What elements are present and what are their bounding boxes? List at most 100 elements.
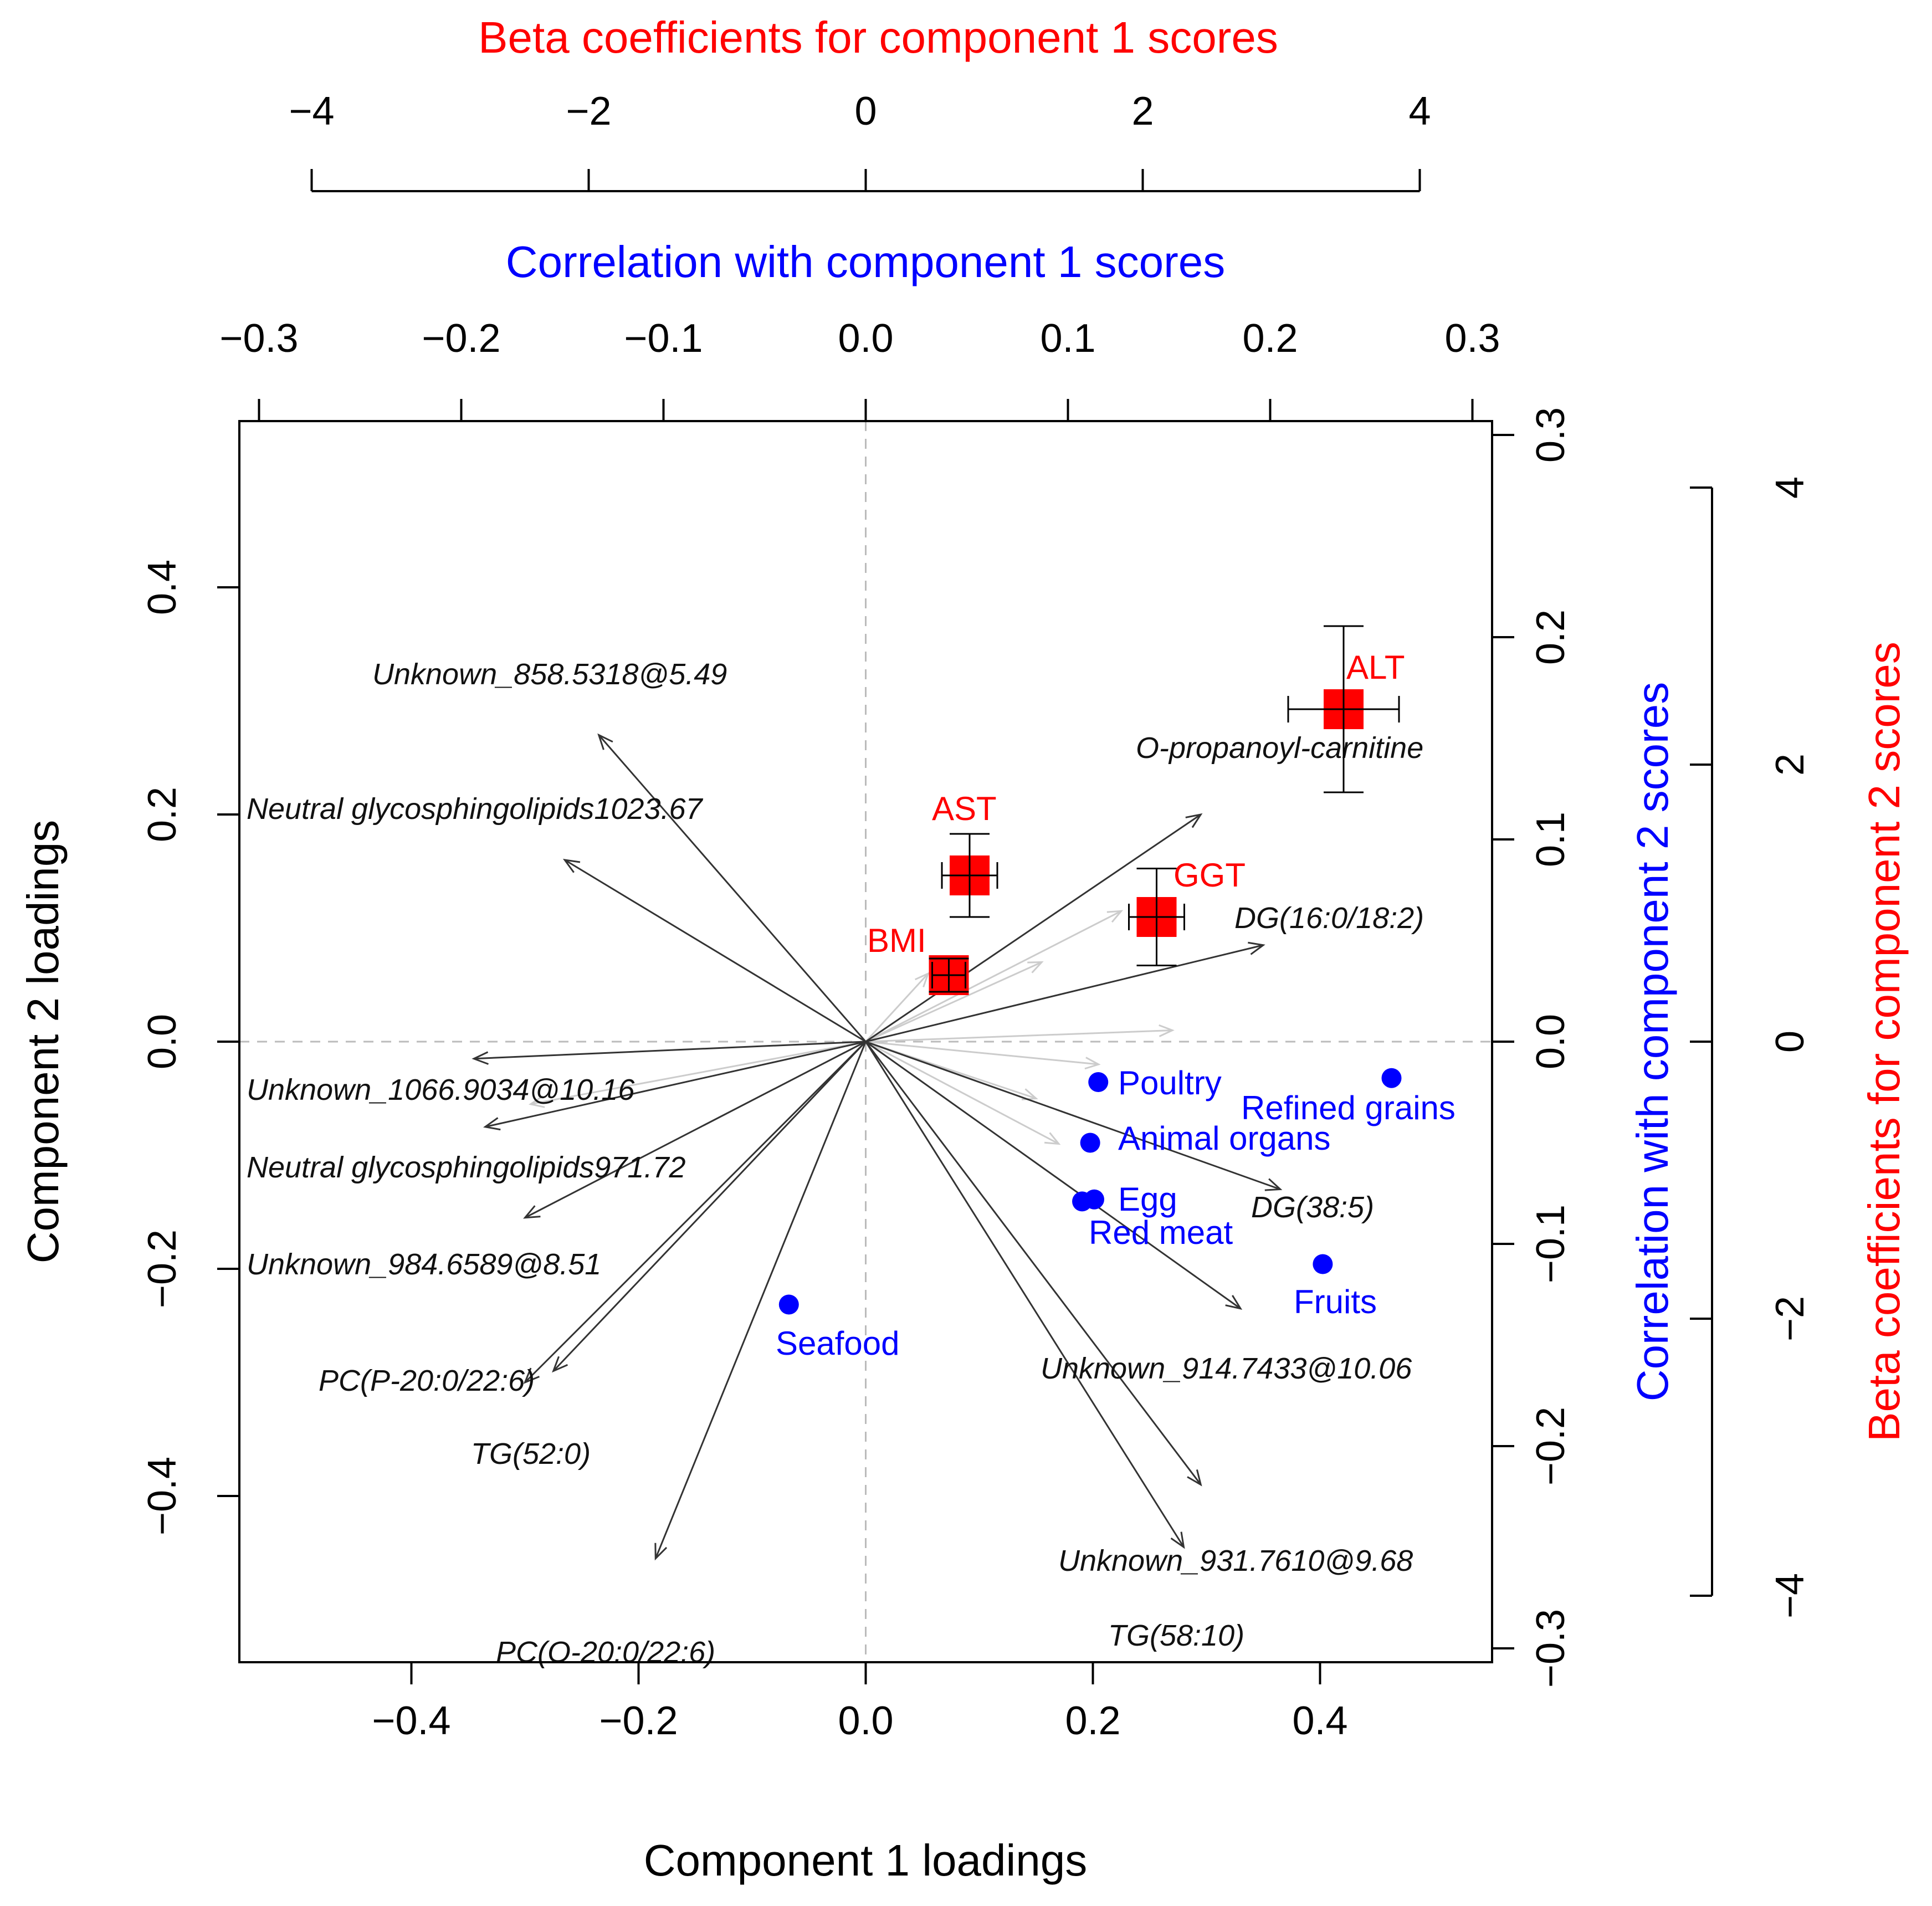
food-point-1 xyxy=(1381,1068,1402,1088)
axis-title-top-outer: Beta coefficients for component 1 scores xyxy=(478,13,1278,62)
loading-vector-4 xyxy=(524,1041,867,1219)
loading-vector-label-3: Neutral glycosphingolipids971.72 xyxy=(247,1151,686,1184)
loading-vector-label-2: Unknown_1066.9034@10.16 xyxy=(247,1073,635,1106)
faint-vector-head-0 xyxy=(1106,910,1124,923)
loading-vector-label-0: Unknown_858.5318@5.49 xyxy=(372,658,727,691)
food-point-0 xyxy=(1088,1072,1109,1092)
loading-vector-label-1: Neutral glycosphingolipids1023.67 xyxy=(247,792,704,826)
food-point-5 xyxy=(1313,1254,1333,1274)
faint-vectors xyxy=(528,910,1175,1145)
outcome-markers: ALT AST GGT BMI xyxy=(867,625,1405,995)
loading-vector-1 xyxy=(564,859,867,1043)
faint-vector-0 xyxy=(865,910,1122,1043)
loading-vector-7 xyxy=(654,1041,867,1559)
axis-bottom-tick-label-2: 0.0 xyxy=(838,1699,893,1743)
loading-vector-12 xyxy=(865,1041,1202,1485)
faint-vector-head-5 xyxy=(1044,1132,1061,1145)
axis-left-tick-label-1: −0.2 xyxy=(140,1229,185,1308)
axis-right-inner-tick-label-5: 0.2 xyxy=(1529,609,1573,665)
loading-vector-head-7 xyxy=(654,1543,668,1561)
axis-title-left: Component 2 loadings xyxy=(18,820,68,1264)
axis-bottom: −0.4 −0.2 0.0 0.2 0.4 xyxy=(372,1661,1348,1743)
loading-vector-head-10 xyxy=(1264,1178,1283,1191)
axis-title-bottom: Component 1 loadings xyxy=(644,1836,1088,1885)
faint-vector-head-2 xyxy=(1159,1024,1175,1037)
axis-right-outer-tick-label-2: 0 xyxy=(1768,1031,1812,1053)
axis-right-inner-tick-label-0: −0.3 xyxy=(1529,1609,1573,1688)
loading-vector-head-2 xyxy=(472,1051,489,1065)
axis-top-inner: −0.3 −0.2 −0.1 0.0 0.1 0.2 0.3 xyxy=(219,316,1500,422)
outcome-label-3: BMI xyxy=(867,922,926,959)
axis-right-inner-tick-label-1: −0.2 xyxy=(1529,1407,1573,1485)
loading-vector-head-11 xyxy=(1225,1295,1243,1310)
loading-vector-9 xyxy=(865,944,1264,1043)
loading-vector-11 xyxy=(865,1041,1241,1309)
food-label-6: Seafood xyxy=(776,1325,900,1362)
loading-vector-head-1 xyxy=(562,859,581,873)
axis-left-tick-label-3: 0.2 xyxy=(140,787,185,842)
outcome-label-2: GGT xyxy=(1173,857,1246,894)
axis-right-inner-tick-label-3: 0.0 xyxy=(1529,1014,1573,1069)
faint-vector-head-6 xyxy=(914,972,930,987)
axis-bottom-tick-label-0: −0.4 xyxy=(372,1699,450,1743)
axis-bottom-tick-label-3: 0.2 xyxy=(1065,1699,1120,1743)
loading-vector-label-12: Unknown_931.7610@9.68 xyxy=(1058,1544,1413,1577)
loading-vector-label-5: PC(P-20:0/22:6) xyxy=(319,1364,535,1397)
loading-vector-head-13 xyxy=(1170,1531,1185,1549)
loading-vector-labels: Unknown_858.5318@5.49 Neutral glycosphing… xyxy=(247,658,1424,1669)
axis-right-outer-tick-label-4: 4 xyxy=(1768,476,1812,499)
loading-vector-8 xyxy=(865,813,1202,1043)
faint-vector-3 xyxy=(865,1041,1099,1065)
loading-vector-label-10: DG(38:5) xyxy=(1251,1191,1374,1224)
loading-vector-head-8 xyxy=(1185,813,1203,828)
axis-top-inner-tick-label-0: −0.3 xyxy=(219,316,298,361)
axis-title-right-outer: Beta coefficients for component 2 scores xyxy=(1859,642,1909,1442)
axis-right-inner-tick-label-2: −0.1 xyxy=(1529,1205,1573,1283)
axis-right-inner-tick-label-6: 0.3 xyxy=(1529,407,1573,463)
loading-vector-head-6 xyxy=(523,1367,540,1384)
axis-left: −0.4 −0.2 0.0 0.2 0.4 xyxy=(140,560,240,1535)
loading-vector-label-8: O-propanoyl-carnitine xyxy=(1136,731,1423,765)
food-point-2 xyxy=(1080,1133,1100,1153)
food-point-6 xyxy=(778,1294,799,1315)
axis-left-tick-label-0: −0.4 xyxy=(140,1457,185,1535)
faint-vector-1 xyxy=(865,961,1042,1043)
outcome-label-1: AST xyxy=(932,790,997,827)
axis-top-outer: −4 −2 0 2 4 xyxy=(289,89,1431,192)
food-label-2: Animal organs xyxy=(1118,1120,1331,1157)
loading-vector-2 xyxy=(474,1041,866,1060)
food-label-0: Poultry xyxy=(1118,1064,1222,1101)
loading-vector-10 xyxy=(865,1041,1281,1190)
axis-right-outer-tick-label-3: 2 xyxy=(1768,754,1812,776)
axis-bottom-tick-label-4: 0.4 xyxy=(1292,1699,1347,1743)
loading-vector-label-13: TG(58:10) xyxy=(1108,1619,1244,1652)
axis-right-inner: −0.3 −0.2 −0.1 0.0 0.1 0.2 0.3 xyxy=(1491,407,1573,1688)
axis-right-outer-tick-label-0: −4 xyxy=(1768,1573,1812,1618)
food-label-5: Fruits xyxy=(1294,1283,1377,1320)
loading-vector-head-9 xyxy=(1248,941,1265,955)
axis-bottom-tick-label-1: −0.2 xyxy=(599,1699,678,1743)
food-label-3: Egg xyxy=(1118,1181,1177,1218)
loading-vector-13 xyxy=(865,1041,1185,1548)
loading-vector-label-6: TG(52:0) xyxy=(471,1437,591,1471)
loading-vectors xyxy=(472,733,1283,1561)
axis-top-inner-tick-label-3: 0.0 xyxy=(838,316,893,361)
loading-vector-head-12 xyxy=(1187,1469,1202,1487)
axis-top-outer-tick-label-2: 0 xyxy=(854,89,877,134)
axis-title-right-inner: Correlation with component 2 scores xyxy=(1628,682,1677,1401)
loading-vector-head-3 xyxy=(483,1117,501,1131)
faint-vector-head-7 xyxy=(528,1095,545,1108)
faint-vector-2 xyxy=(865,1029,1173,1043)
axis-top-outer-tick-label-1: −2 xyxy=(566,89,611,134)
axis-right-inner-tick-label-4: 0.1 xyxy=(1529,812,1573,867)
faint-vector-head-1 xyxy=(1027,961,1044,974)
axis-top-outer-tick-label-3: 2 xyxy=(1131,89,1154,134)
axis-top-outer-tick-label-4: 4 xyxy=(1408,89,1431,134)
loading-vector-label-4: Unknown_984.6589@8.51 xyxy=(247,1248,601,1281)
loading-vector-head-4 xyxy=(523,1205,541,1219)
axis-left-tick-label-4: 0.4 xyxy=(140,560,185,615)
axis-title-top-inner: Correlation with component 1 scores xyxy=(506,237,1225,286)
loading-vector-0 xyxy=(598,734,867,1042)
